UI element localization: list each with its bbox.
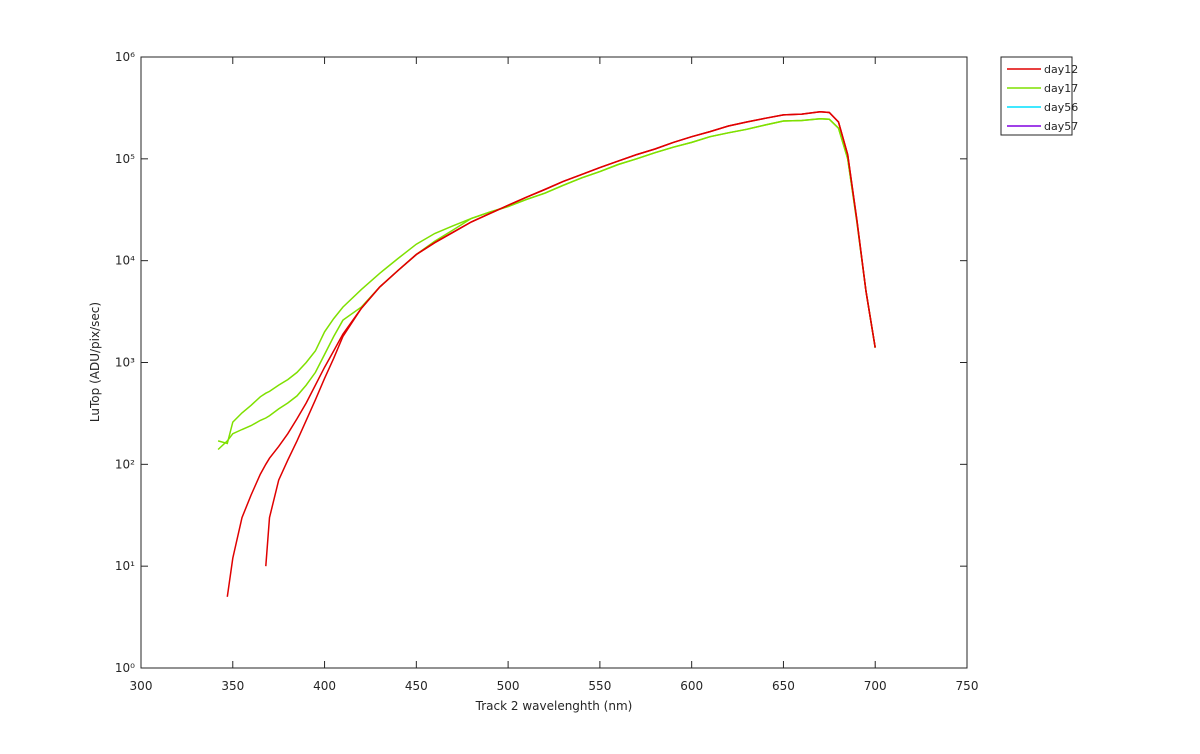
y-tick-label: 10¹ xyxy=(115,559,135,573)
plot-area xyxy=(141,57,967,668)
legend-box xyxy=(1000,56,1073,136)
series-line xyxy=(226,110,876,597)
x-tick-label: 750 xyxy=(956,679,979,693)
x-tick-label: 600 xyxy=(680,679,703,693)
legend-label: day12 xyxy=(1044,63,1078,76)
y-tick-label: 10² xyxy=(115,457,135,471)
x-tick-label: 300 xyxy=(130,679,153,693)
x-tick-label: 650 xyxy=(772,679,795,693)
x-tick-label: 550 xyxy=(588,679,611,693)
x-axis-label: Track 2 wavelenghth (nm) xyxy=(475,699,633,713)
y-tick-label: 10⁰ xyxy=(115,661,135,675)
y-tick-label: 10⁴ xyxy=(115,254,135,268)
y-axis-label: LuTop (ADU/pix/sec) xyxy=(88,302,102,422)
y-tick-label: 10⁵ xyxy=(115,152,135,166)
y-tick-label: 10⁶ xyxy=(115,50,135,64)
x-tick-label: 350 xyxy=(221,679,244,693)
axes-box xyxy=(140,56,968,669)
x-tick-label: 450 xyxy=(405,679,428,693)
legend-label: day57 xyxy=(1044,120,1078,133)
legend-label: day17 xyxy=(1044,82,1078,95)
legend-label: day56 xyxy=(1044,101,1078,114)
x-tick-label: 400 xyxy=(313,679,336,693)
x-tick-label: 700 xyxy=(864,679,887,693)
y-tick-label: 10³ xyxy=(115,356,135,370)
x-tick-label: 500 xyxy=(497,679,520,693)
